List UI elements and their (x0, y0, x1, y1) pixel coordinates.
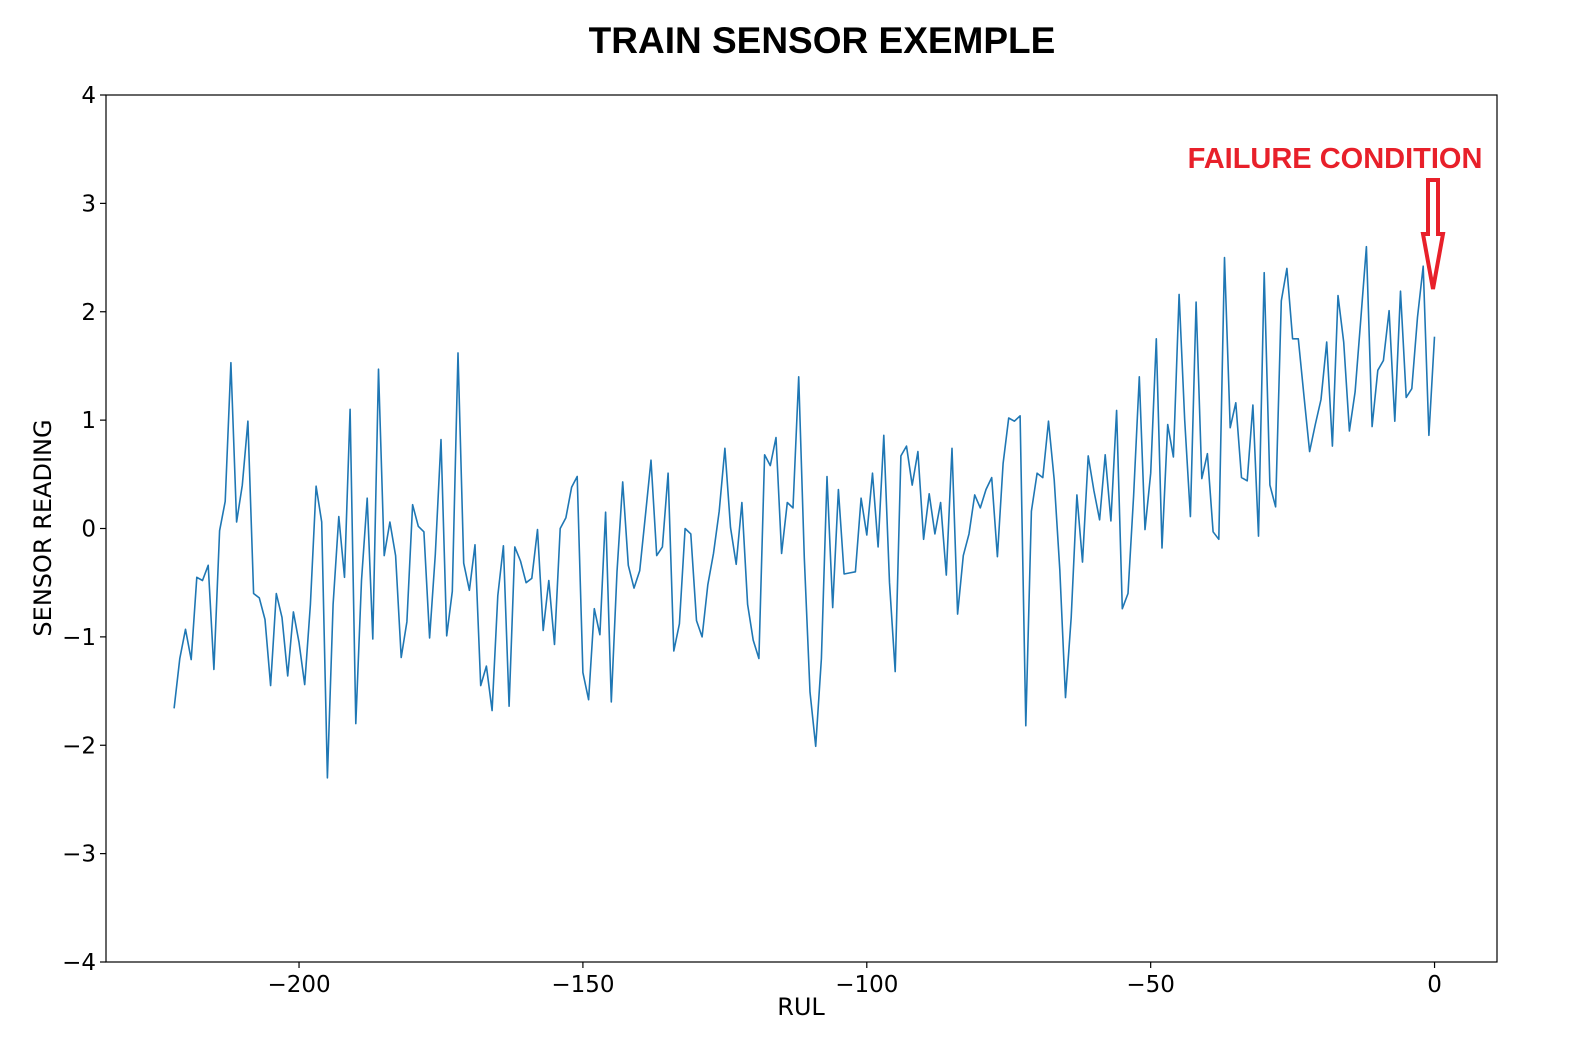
x-tick-label: −50 (1126, 972, 1175, 998)
x-axis: −200 −150 −100 −50 0 (267, 962, 1442, 998)
y-tick-label: −4 (62, 950, 96, 976)
x-tick-label: −100 (835, 972, 898, 998)
x-tick-label: −150 (551, 972, 614, 998)
y-axis: −4 −3 −2 −1 0 1 2 3 4 (62, 83, 106, 976)
x-axis-label: RUL (777, 993, 825, 1021)
y-tick-label: 1 (81, 408, 96, 434)
y-axis-label: SENSOR READING (29, 419, 57, 636)
y-tick-label: −1 (62, 625, 96, 651)
x-tick-label: 0 (1427, 972, 1442, 998)
y-tick-label: 0 (81, 517, 96, 543)
down-arrow-icon (1420, 178, 1446, 290)
x-tick-label: −200 (267, 972, 330, 998)
y-tick-label: −2 (62, 733, 96, 759)
y-tick-label: 2 (81, 300, 96, 326)
y-tick-label: −3 (62, 842, 96, 868)
failure-condition-annotation: FAILURE CONDITION (1188, 143, 1483, 175)
y-tick-label: 3 (81, 191, 96, 217)
chart-title: TRAIN SENSOR EXEMPLE (589, 20, 1056, 61)
y-tick-label: 4 (81, 83, 96, 109)
sensor-reading-series (173, 245, 1436, 779)
